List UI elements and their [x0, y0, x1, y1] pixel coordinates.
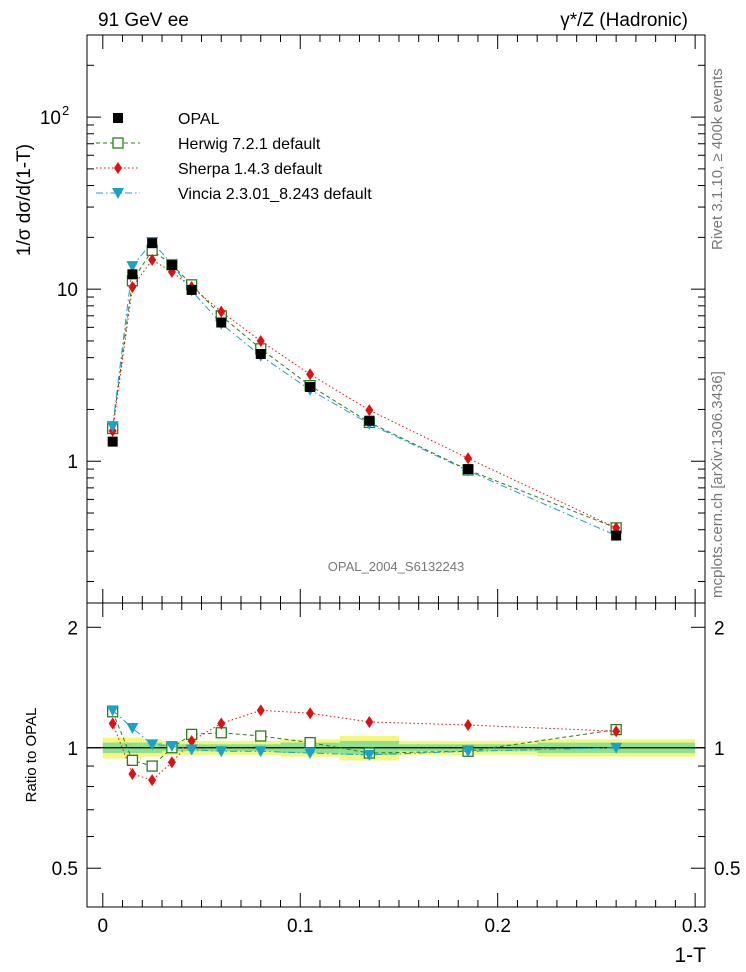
ratio-vincia-point: [610, 742, 623, 754]
main-ylabel: 1/σ dσ/d(1-T): [14, 144, 35, 256]
ratio-sherpa-point: [612, 725, 621, 738]
main-sherpa-point: [306, 368, 315, 381]
ratio-ytick-label-right: 0.5: [714, 859, 740, 880]
ratio-sherpa-point: [167, 756, 176, 769]
legend-label: OPAL: [178, 111, 220, 128]
xtick-label: 0.2: [484, 916, 510, 937]
ratio-vincia-point: [462, 746, 475, 758]
ratio-herwig-point: [304, 736, 316, 749]
main-opal-point: [147, 238, 158, 249]
main-sherpa-point: [217, 305, 226, 318]
main-opal-point: [127, 269, 138, 280]
main-sherpa-point: [464, 452, 473, 465]
main-opal-point: [107, 436, 118, 447]
ratio-herwig-point: [255, 730, 267, 742]
ratio-ytick-label: 2: [67, 618, 78, 639]
main-opal-point: [364, 415, 375, 426]
legend-label: Herwig 7.2.1 default: [178, 136, 321, 153]
main-ytick-label: 10: [57, 280, 78, 301]
ratio-vincia-point: [254, 746, 267, 758]
xtick-label: 0.1: [287, 916, 313, 937]
ratio-sherpa-point: [187, 734, 196, 747]
main-sherpa-point: [256, 334, 265, 347]
main-ytick-label: 1: [67, 452, 78, 473]
ratio-frame: [86, 602, 706, 908]
analysis-id: OPAL_2004_S6132243: [328, 559, 464, 574]
ratio-series: [106, 704, 623, 787]
legend: OPAL Herwig 7.2.1 default Sherpa 1.4.3 def…: [96, 111, 372, 203]
xtick-label: 0: [98, 916, 109, 937]
ratio-sherpa-point: [108, 717, 117, 730]
ratio-sherpa-point: [365, 715, 374, 728]
ratio-ytick-label: 0.5: [52, 859, 78, 880]
ratio-vincia-point: [185, 744, 198, 756]
main-ytick-label-exp: 2: [62, 103, 69, 118]
main-series: [106, 236, 623, 542]
ratio-herwig-line: [112, 711, 617, 767]
ratio-vincia-point: [165, 741, 178, 753]
ratio-vincia-point: [146, 739, 159, 751]
main-vincia-point: [106, 421, 119, 433]
xlabel: 1-T: [675, 944, 707, 967]
ratio-ylabel: Ratio to OPAL: [23, 708, 40, 803]
legend-label: Vincia 2.3.01_8.243 default: [178, 186, 372, 203]
main-vincia-point: [126, 261, 139, 273]
ratio-vincia-point: [215, 746, 228, 758]
legend-label: Sherpa 1.4.3 default: [178, 161, 323, 178]
ratio-sherpa-point: [217, 717, 226, 730]
main-opal-point: [255, 348, 266, 359]
header-left: 91 GeV ee: [98, 10, 189, 31]
mcplots-label: mcplots.cern.ch [arXiv:1306.3436]: [709, 371, 726, 598]
ratio-vincia-point: [304, 748, 317, 760]
ratio-sherpa-point: [148, 774, 157, 787]
main-sherpa-point: [148, 253, 157, 266]
ratio-sherpa-point: [128, 767, 137, 780]
ratio-vincia-point: [363, 749, 376, 761]
legend-marker: [114, 162, 122, 174]
ratio-sherpa-point: [256, 704, 265, 717]
main-opal-point: [216, 317, 227, 328]
ratio-herwig-point: [126, 754, 139, 767]
legend-marker: [113, 113, 123, 123]
ratio-sherpa-point: [306, 707, 315, 720]
ratio-vincia-point: [126, 723, 139, 735]
ratio-ytick-label-right: 1: [714, 739, 725, 760]
ratio-herwig-point: [146, 760, 158, 772]
main-sherpa-point: [365, 404, 374, 417]
legend-marker: [112, 188, 124, 199]
xtick-label: 0.3: [682, 916, 708, 937]
ratio-sherpa-point: [464, 718, 473, 731]
rivet-label: Rivet 3.1.10, ≥ 400k events: [709, 68, 726, 250]
main-opal-point: [611, 530, 622, 541]
legend-marker: [112, 137, 124, 149]
main-opal-point: [186, 284, 197, 295]
main-opal-point: [305, 382, 316, 393]
main-sherpa-point: [128, 280, 137, 293]
header-right: γ*/Z (Hadronic): [560, 10, 688, 31]
main-opal-point: [463, 464, 474, 475]
main-opal-point: [166, 260, 177, 271]
ratio-ytick-label-right: 2: [714, 618, 725, 639]
main-ytick-label: 10: [40, 108, 61, 129]
ratio-ytick-label: 1: [67, 739, 78, 760]
ratio-vincia-point: [106, 705, 119, 717]
main-sherpa-line: [112, 259, 617, 529]
